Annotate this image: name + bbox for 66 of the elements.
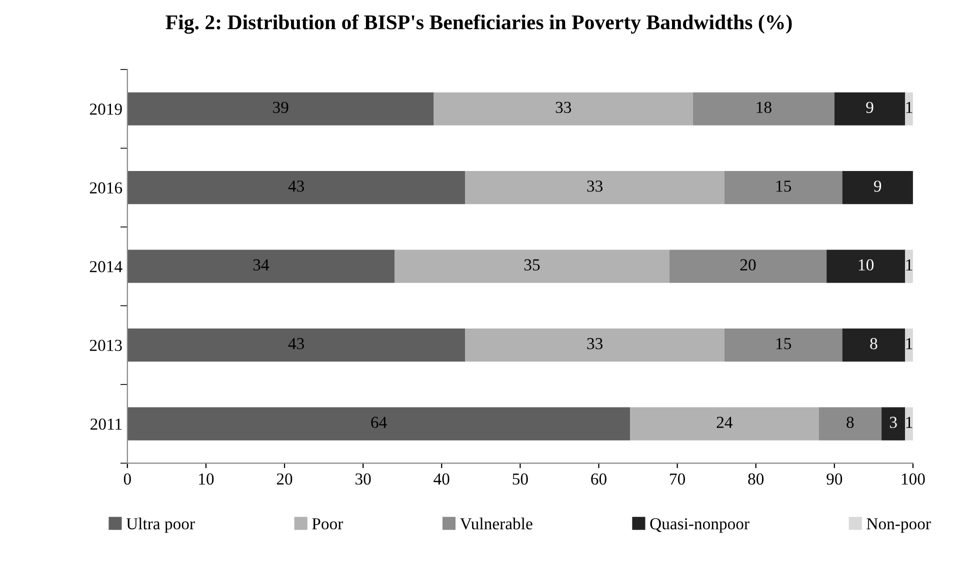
data-label: 10 xyxy=(858,259,874,271)
x-tick-label: 0 xyxy=(124,473,131,485)
x-tick-label: 40 xyxy=(434,473,450,485)
data-label: 3 xyxy=(890,416,897,428)
y-tick-label: 2011 xyxy=(90,418,122,430)
bar xyxy=(724,328,842,362)
data-label: 15 xyxy=(776,180,792,192)
bar xyxy=(127,328,466,362)
data-label: 1 xyxy=(906,102,912,113)
data-label: 18 xyxy=(756,102,772,114)
x-tick-label: 30 xyxy=(356,473,371,485)
bar xyxy=(127,92,434,126)
data-label: 39 xyxy=(273,102,288,114)
data-label: 24 xyxy=(716,416,733,428)
y-tick-label: 2019 xyxy=(90,104,122,115)
x-tick-label: 70 xyxy=(670,473,686,485)
x-tick-label: 90 xyxy=(826,473,842,485)
legend-label: Quasi-nonpoor xyxy=(650,518,750,533)
legend-label: Non-poor xyxy=(866,518,931,533)
legend-label: Poor xyxy=(312,518,344,530)
bar xyxy=(669,250,827,283)
bar xyxy=(842,171,913,204)
bar xyxy=(842,328,906,362)
x-tick-label: 80 xyxy=(748,473,764,485)
bar xyxy=(127,171,466,204)
bar xyxy=(465,171,724,204)
data-label: 64 xyxy=(371,416,387,428)
x-tick-label: 20 xyxy=(276,473,292,485)
data-label: 33 xyxy=(587,338,603,350)
bar xyxy=(693,92,834,126)
bar xyxy=(630,407,819,440)
bar xyxy=(127,407,630,440)
data-label: 43 xyxy=(288,338,304,350)
data-label: 15 xyxy=(776,338,792,350)
y-tick-label: 2016 xyxy=(90,182,122,194)
bar xyxy=(882,407,906,440)
x-tick-label: 50 xyxy=(512,473,528,485)
bar xyxy=(724,171,842,204)
data-label: 1 xyxy=(906,416,912,428)
data-label: 35 xyxy=(524,259,540,271)
data-label: 9 xyxy=(874,180,882,192)
data-label: 8 xyxy=(846,416,854,428)
data-label: 1 xyxy=(906,259,912,270)
data-label: 33 xyxy=(556,102,572,114)
bar xyxy=(394,250,670,283)
bar xyxy=(826,250,906,283)
chart-title: Fig. 2: Distribution of BISP's Beneficiaries in Poverty Bandwidths (%) xyxy=(166,14,792,34)
x-tick-label: 60 xyxy=(591,473,606,485)
data-label: 9 xyxy=(866,102,874,114)
bar xyxy=(834,92,906,126)
legend-label: Vulnerable xyxy=(460,518,532,530)
data-label: 43 xyxy=(288,180,304,192)
bar xyxy=(818,407,882,440)
data-label: 8 xyxy=(870,338,878,350)
x-tick-label: 10 xyxy=(199,473,214,485)
data-label: 20 xyxy=(740,259,756,271)
data-label: 33 xyxy=(587,180,603,192)
data-label: 34 xyxy=(253,259,270,271)
y-tick-label: 2014 xyxy=(90,261,122,272)
y-tick-label: 2013 xyxy=(90,340,122,352)
bar xyxy=(434,92,694,126)
data-label: 1 xyxy=(906,338,912,350)
bar xyxy=(127,250,395,283)
x-tick-label: 100 xyxy=(902,473,925,485)
legend-label: Ultra poor xyxy=(126,518,195,533)
bar xyxy=(465,328,724,362)
